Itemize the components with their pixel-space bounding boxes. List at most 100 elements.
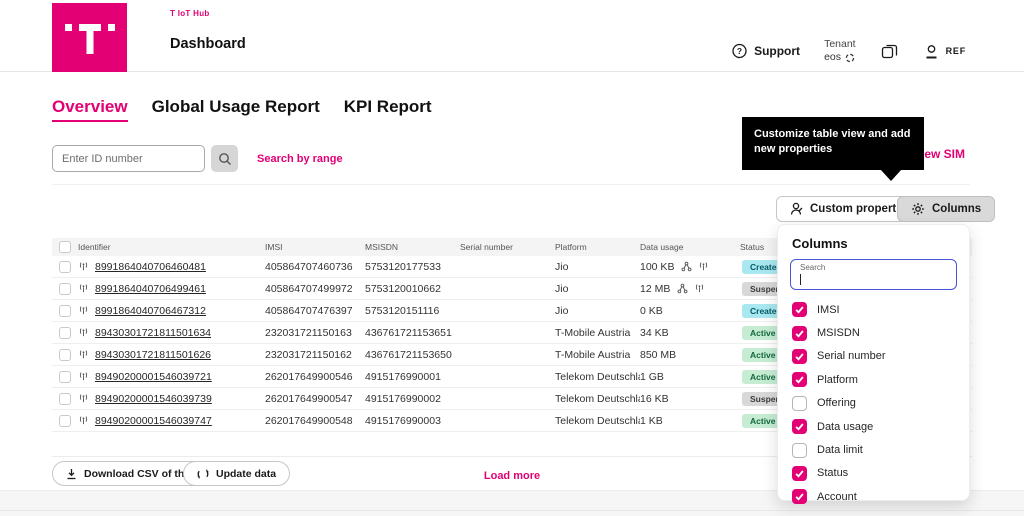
tenant-switcher[interactable]: Tenant eos [824, 38, 856, 64]
telekom-t-icon [63, 18, 117, 58]
tab-global-usage-report[interactable]: Global Usage Report [152, 97, 320, 122]
platform-cell: Telekom Deutschla... [555, 371, 640, 383]
antenna-icon [698, 261, 709, 272]
page: T IoT Hub Dashboard ? Support Tenant eos [0, 0, 1024, 516]
option-checkbox[interactable] [792, 466, 807, 481]
support-button[interactable]: ? Support [731, 43, 800, 60]
search-button[interactable] [211, 145, 238, 172]
data-usage-value: 12 MB [640, 283, 670, 295]
msisdn-cell: 4915176990003 [365, 415, 460, 427]
telekom-logo[interactable] [52, 3, 127, 72]
column-option[interactable]: Offering [778, 392, 969, 415]
columns-option-list: IMSI MSISDN Serial number Platform [778, 298, 969, 509]
column-option[interactable]: MSISDN [778, 321, 969, 344]
tab-kpi-report[interactable]: KPI Report [344, 97, 432, 122]
row-checkbox[interactable] [59, 393, 71, 405]
header-platform[interactable]: Platform [555, 242, 640, 252]
row-checkbox[interactable] [59, 415, 71, 427]
identifier-link[interactable]: 8991864040706460481 [95, 261, 206, 273]
select-all-checkbox[interactable] [59, 241, 71, 253]
header-data-usage[interactable]: Data usage [640, 242, 740, 252]
column-option[interactable]: Data usage [778, 415, 969, 438]
platform-cell: Jio [555, 283, 640, 295]
support-label: Support [754, 44, 800, 58]
option-checkbox[interactable] [792, 489, 807, 504]
option-checkbox[interactable] [792, 349, 807, 364]
usage-icons [681, 261, 709, 272]
page-title: Dashboard [170, 36, 246, 52]
person-edit-icon [790, 202, 803, 216]
option-checkbox[interactable] [792, 326, 807, 341]
check-icon [794, 491, 805, 502]
columns-search-input[interactable]: Search [790, 259, 957, 290]
imsi-cell: 262017649900547 [265, 393, 365, 405]
row-checkbox[interactable] [59, 371, 71, 383]
columns-button[interactable]: Columns [897, 196, 995, 222]
imsi-cell: 262017649900548 [265, 415, 365, 427]
option-label: Status [817, 467, 848, 479]
svg-text:?: ? [737, 46, 742, 56]
antenna-icon [78, 283, 89, 294]
identifier-link[interactable]: 89430301721811501634 [95, 327, 211, 339]
tab-overview[interactable]: Overview [52, 97, 128, 122]
column-option[interactable]: Account [778, 485, 969, 508]
option-label: MSISDN [817, 327, 860, 339]
identifier-link[interactable]: 89490200001546039721 [95, 371, 212, 383]
tooltip-text: Customize table view and add new propert… [754, 128, 910, 155]
check-icon [794, 304, 805, 315]
option-checkbox[interactable] [792, 372, 807, 387]
antenna-icon [694, 283, 705, 294]
option-checkbox[interactable] [792, 302, 807, 317]
header-msisdn[interactable]: MSISDN [365, 242, 460, 252]
columns-dropdown-title: Columns [792, 236, 969, 251]
column-option[interactable]: IMSI [778, 298, 969, 321]
option-label: Platform [817, 374, 858, 386]
data-usage-value: 1 KB [640, 415, 663, 427]
row-checkbox[interactable] [59, 261, 71, 273]
header-identifier[interactable]: Identifier [78, 242, 265, 252]
column-option[interactable]: Platform [778, 368, 969, 391]
identifier-link[interactable]: 89490200001546039747 [95, 415, 212, 427]
imsi-cell: 232031721150163 [265, 327, 365, 339]
msisdn-cell: 5753120177533 [365, 261, 460, 273]
row-checkbox[interactable] [59, 283, 71, 295]
row-checkbox[interactable] [59, 349, 71, 361]
identifier-link[interactable]: 89430301721811501626 [95, 349, 211, 361]
data-usage-value: 16 KB [640, 393, 669, 405]
user-label: REF [946, 46, 966, 56]
copy-icon[interactable] [880, 42, 899, 61]
text-caret [800, 274, 801, 285]
data-usage-value: 1 GB [640, 371, 664, 383]
option-label: Data usage [817, 421, 873, 433]
option-checkbox[interactable] [792, 419, 807, 434]
search-by-range-link[interactable]: Search by range [257, 153, 343, 165]
msisdn-cell: 5753120010662 [365, 283, 460, 295]
option-label: Account [817, 491, 857, 503]
option-checkbox[interactable] [792, 443, 807, 458]
antenna-icon [78, 393, 89, 404]
footer-divider [0, 510, 1024, 511]
help-icon: ? [731, 43, 748, 60]
imsi-cell: 262017649900546 [265, 371, 365, 383]
identifier-link[interactable]: 89490200001546039739 [95, 393, 212, 405]
option-label: Serial number [817, 350, 885, 362]
imsi-cell: 405864707476397 [265, 305, 365, 317]
column-option[interactable]: Status [778, 462, 969, 485]
section-divider [52, 184, 970, 185]
row-checkbox[interactable] [59, 327, 71, 339]
column-option[interactable]: Data limit [778, 438, 969, 461]
header-imsi[interactable]: IMSI [265, 242, 365, 252]
row-checkbox[interactable] [59, 305, 71, 317]
option-checkbox[interactable] [792, 396, 807, 411]
option-label: Data limit [817, 444, 863, 456]
header-serial-number[interactable]: Serial number [460, 242, 555, 252]
antenna-icon [78, 415, 89, 426]
id-search-input[interactable] [52, 145, 205, 172]
identifier-link[interactable]: 8991864040706499461 [95, 283, 206, 295]
load-more-link[interactable]: Load more [484, 470, 540, 482]
column-option[interactable]: Serial number [778, 345, 969, 368]
gear-icon [911, 202, 925, 216]
identifier-link[interactable]: 8991864040706467312 [95, 305, 206, 317]
antenna-icon [78, 327, 89, 338]
user-menu[interactable]: REF [923, 43, 966, 60]
